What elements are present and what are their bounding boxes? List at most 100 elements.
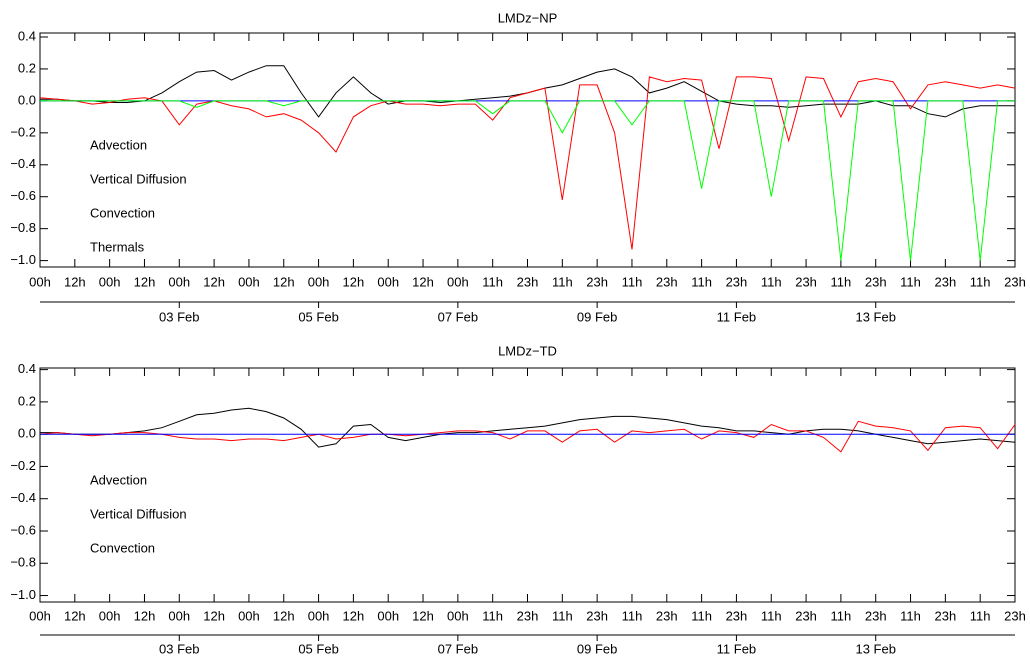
series-line [40, 100, 1015, 261]
x-tick-label: 12h [64, 608, 86, 623]
x-tick-label: 11h [761, 274, 782, 289]
x-tick-label: 23h [935, 608, 957, 623]
series-line [40, 65, 1015, 118]
x-tick-label: 11h [482, 274, 503, 289]
x-tick-label: 00h [377, 274, 399, 289]
x-tick-label: 23h [1004, 608, 1026, 623]
x-tick-label: 00h [168, 608, 190, 623]
x-tick-label: 00h [99, 274, 121, 289]
x-tick-label: 12h [343, 274, 365, 289]
y-tick-label: −0.8 [10, 555, 36, 570]
date-tick-label: 13 Feb [855, 641, 895, 654]
x-tick-label: 23h [586, 608, 608, 623]
legend-entry: Advection [90, 472, 147, 487]
x-tick-label: 11h [970, 274, 991, 289]
legend-entry: Convection [90, 205, 155, 220]
x-tick-label: 12h [134, 608, 156, 623]
x-tick-label: 11h [900, 608, 921, 623]
x-tick-label: 11h [900, 274, 921, 289]
x-tick-label: 23h [795, 274, 817, 289]
x-tick-label: 23h [517, 274, 539, 289]
date-tick-label: 09 Feb [577, 641, 617, 654]
x-tick-label: 11h [761, 608, 782, 623]
x-tick-label: 11h [831, 608, 852, 623]
x-tick-label: 12h [343, 608, 365, 623]
y-tick-label: −0.2 [10, 124, 36, 139]
x-tick-label: 11h [691, 274, 712, 289]
x-tick-label: 23h [656, 608, 678, 623]
x-tick-label: 12h [273, 608, 295, 623]
series-line [39, 420, 1016, 453]
y-tick-label: 0.0 [18, 92, 36, 107]
x-tick-label: 11h [831, 274, 852, 289]
plot-frame [39, 367, 1016, 603]
x-tick-label: 23h [726, 608, 748, 623]
y-tick-label: 0.4 [18, 361, 36, 376]
date-tick-label: 03 Feb [159, 641, 199, 654]
x-tick-label: 11h [622, 608, 643, 623]
chart-title: LMDz−NP [498, 10, 558, 25]
x-tick-label: 11h [552, 608, 573, 623]
x-tick-label: 00h [447, 608, 469, 623]
x-tick-label: 12h [64, 274, 86, 289]
date-tick-label: 05 Feb [298, 309, 338, 324]
x-tick-label: 00h [99, 608, 121, 623]
y-tick-label: −0.2 [10, 458, 36, 473]
y-tick-label: −0.6 [10, 188, 36, 203]
plot-frame [39, 32, 1016, 268]
legend-entry: Advection [90, 137, 147, 152]
x-tick-label: 00h [29, 274, 51, 289]
date-tick-label: 03 Feb [159, 309, 199, 324]
legend-entry: Vertical Diffusion [90, 171, 187, 186]
date-tick-label: 07 Feb [438, 641, 478, 654]
y-tick-label: 0.2 [18, 393, 36, 408]
x-tick-label: 12h [412, 274, 434, 289]
legend-entry: Vertical Diffusion [90, 506, 187, 521]
x-tick-label: 00h [29, 608, 51, 623]
x-tick-label: 12h [203, 274, 225, 289]
x-tick-label: 23h [865, 608, 887, 623]
y-tick-label: −0.8 [10, 220, 36, 235]
chart-title: LMDz−TD [498, 343, 557, 358]
legend-entry: Thermals [90, 239, 145, 254]
x-tick-label: 00h [308, 608, 330, 623]
x-tick-label: 23h [935, 274, 957, 289]
x-tick-label: 12h [412, 608, 434, 623]
x-tick-label: 00h [238, 608, 260, 623]
date-tick-label: 09 Feb [577, 309, 617, 324]
y-tick-label: −1.0 [10, 587, 36, 602]
series-line [40, 407, 1016, 448]
x-tick-label: 23h [865, 274, 887, 289]
date-tick-label: 11 Feb [717, 641, 757, 654]
x-tick-label: 00h [168, 274, 190, 289]
x-tick-label: 23h [1004, 274, 1026, 289]
y-tick-label: −0.4 [10, 490, 36, 505]
x-tick-label: 23h [656, 274, 678, 289]
series-line [39, 76, 1016, 250]
x-tick-label: 23h [517, 608, 539, 623]
date-tick-label: 05 Feb [298, 641, 338, 654]
x-tick-label: 00h [377, 608, 399, 623]
x-tick-label: 00h [308, 274, 330, 289]
x-tick-label: 11h [691, 608, 712, 623]
x-tick-label: 23h [586, 274, 608, 289]
y-tick-label: 0.2 [18, 60, 36, 75]
date-tick-label: 13 Feb [855, 309, 895, 324]
x-tick-label: 00h [447, 274, 469, 289]
x-tick-label: 23h [726, 274, 748, 289]
date-tick-label: 07 Feb [438, 309, 478, 324]
x-tick-label: 00h [238, 274, 260, 289]
x-tick-label: 11h [552, 274, 573, 289]
x-tick-label: 12h [203, 608, 225, 623]
x-tick-label: 11h [482, 608, 503, 623]
x-tick-label: 12h [134, 274, 156, 289]
y-tick-label: −0.4 [10, 156, 36, 171]
y-tick-label: −0.6 [10, 522, 36, 537]
y-tick-label: 0.4 [18, 28, 36, 43]
x-tick-label: 12h [273, 274, 295, 289]
x-tick-label: 23h [795, 608, 817, 623]
date-tick-label: 11 Feb [717, 309, 757, 324]
legend-entry: Convection [90, 540, 155, 555]
y-tick-label: 0.0 [18, 426, 36, 441]
